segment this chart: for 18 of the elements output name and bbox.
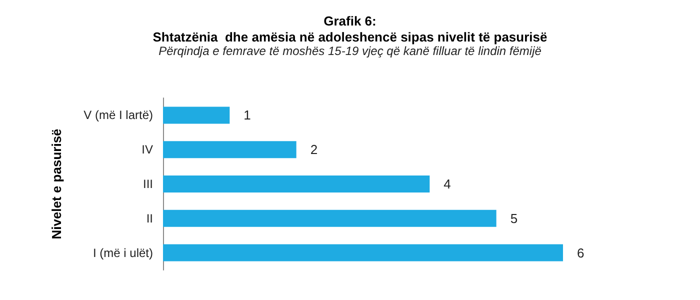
data-label: 1 (244, 108, 251, 123)
bar (163, 106, 230, 124)
bar (163, 210, 496, 227)
y-tick-label: IV (142, 142, 153, 157)
y-tick-label: III (142, 177, 153, 191)
data-label: 4 (444, 176, 451, 192)
data-label: 2 (310, 142, 318, 158)
bar (163, 141, 296, 158)
data-label: 5 (510, 210, 518, 226)
y-tick-label: V (më I lartë) (84, 108, 153, 122)
chart-subtitle: Përqindja e femrave të moshës 15-19 vjeç që kanë filluar të lindin fëmijë (158, 44, 542, 58)
y-tick-label: II (146, 211, 153, 226)
y-axis-title: Nivelet e pasurisë (49, 128, 64, 240)
chart-title: Grafik 6: Shtatzënia dhe amësia në adoleshencë sipas nivelit të pasurisë (152, 14, 548, 44)
data-label: 6 (577, 245, 584, 260)
y-tick-label: I (më i ulët) (92, 246, 153, 260)
bar (163, 244, 563, 262)
bar (163, 176, 430, 192)
